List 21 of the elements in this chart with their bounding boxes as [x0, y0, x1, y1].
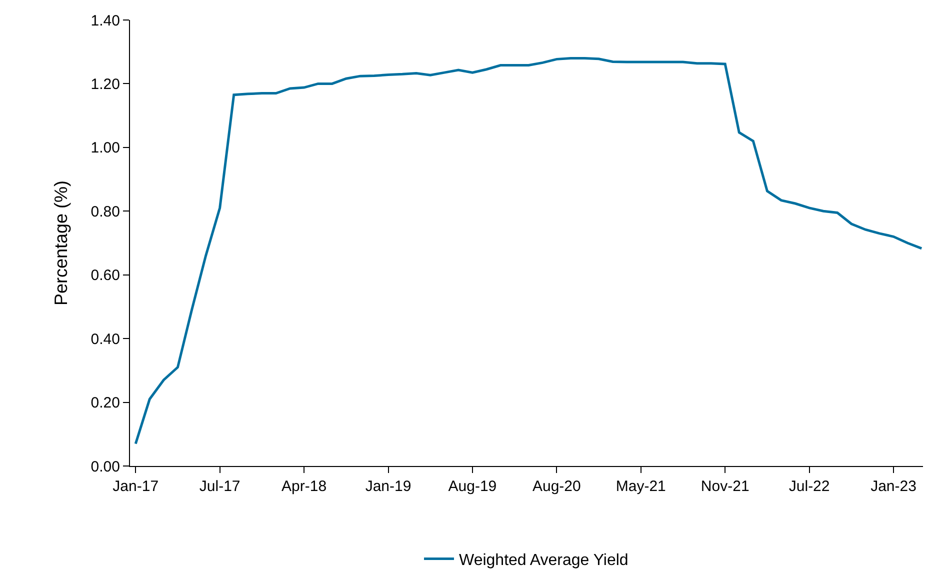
y-tick-label: 1.40: [90, 12, 120, 30]
y-tick-label: 1.20: [90, 76, 120, 93]
y-tick-label: 1.00: [90, 140, 120, 157]
x-tick-label: Jan-19: [365, 478, 412, 495]
y-tick-label: 0.20: [90, 394, 120, 412]
x-tick-label: Jan-17: [112, 478, 159, 495]
x-tick-label: Jul-22: [788, 478, 830, 495]
legend-label: Weighted Average Yield: [459, 552, 628, 569]
x-tick-label: Nov-21: [700, 478, 750, 495]
x-tick-label: Apr-18: [282, 478, 327, 495]
y-tick-label: 0.40: [90, 330, 120, 348]
y-tick-label: 0.00: [90, 458, 120, 476]
line-series: [134, 56, 923, 445]
y-tick-label: 0.60: [90, 267, 120, 284]
x-tick-label: Jul-17: [199, 478, 240, 495]
x-tick-label: Jan-23: [870, 478, 916, 495]
x-tick-label: Aug-19: [448, 478, 497, 495]
y-axis-title: Percentage (%): [50, 180, 71, 306]
x-tick-label: Aug-20: [532, 478, 581, 495]
y-tick-label: 0.80: [90, 203, 120, 220]
x-tick-label: May-21: [616, 478, 666, 495]
